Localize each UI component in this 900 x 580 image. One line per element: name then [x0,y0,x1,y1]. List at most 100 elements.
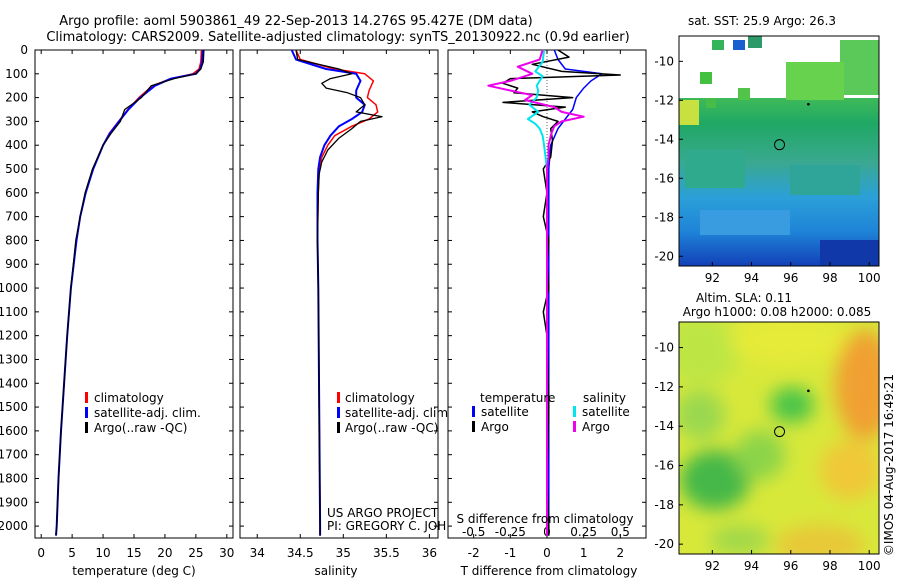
map-y-tick-label: -14 [654,419,674,433]
sla-blob-10 [710,525,770,554]
depth-tick-label: 500 [5,162,28,176]
salinity-xlabel: salinity [314,564,357,578]
profile-line-s-argo [487,49,585,536]
x-tick-label: -2 [468,546,480,560]
depth-tick-label: 100 [5,67,28,81]
legend-swatch-satellite [337,407,340,418]
legend-swatch-s-argo [573,421,576,432]
depth-tick-label: 1700 [0,448,28,462]
sla-map-frame [678,321,880,555]
salinity-axes-frame [239,49,439,539]
figure-title-line2: Climatology: CARS2009. Satellite-adjuste… [46,30,629,45]
s-difference-xlabel: S difference from climatology [457,512,634,526]
project-credit: US ARGO PROJECT [327,506,439,520]
legend-label-satellite: satellite-adj. clim. [94,406,201,420]
depth-tick-label: 400 [5,138,28,152]
salinity-profiles [290,49,383,536]
sst-map-title: sat. SST: 25.9 Argo: 26.3 [688,14,836,28]
map-y-tick-label: -14 [654,132,674,146]
depth-tick-label: 700 [5,210,28,224]
sst-cloud-gap-6 [706,98,716,108]
x-tick-label: 15 [126,546,141,560]
figure-title-line1: Argo profile: aoml 5903861_49 22-Sep-201… [59,14,532,29]
depth-tick-label: 1900 [0,495,28,509]
x-tick-label: 1 [580,546,588,560]
sst-cloud-gap-1 [712,40,724,50]
legend-swatch-climatology [85,392,88,403]
map-x-tick-label: 92 [705,559,720,573]
legend-label-t-satellite: satellite [481,405,529,419]
legend-swatch-s-satellite [573,406,576,417]
sst-field [679,36,879,266]
x-tick-label: 35 [336,546,351,560]
depth-tick-label: 1400 [0,376,28,390]
s-tick-label: 0.5 [611,525,630,539]
sst-yellow-patch [679,100,699,125]
legend-label-s-satellite: satellite [582,405,630,419]
sla-blob-9 [775,525,865,554]
temperature-profiles [55,49,205,536]
sst-map-frame [678,35,880,267]
sla-blob-7 [735,430,785,480]
s-tick-label: 0.25 [570,525,597,539]
depth-tick-label: 1500 [0,400,28,414]
map-x-tick-label: 96 [783,559,798,573]
depth-tick-label: 0 [20,43,28,57]
legend-header-salinity: salinity [583,391,626,405]
legend-swatch-climatology [337,392,340,403]
map-y-tick-label: -12 [654,380,674,394]
pi-credit: PI: GREGORY C. JOHNSON [327,519,481,533]
depth-tick-label: 900 [5,257,28,271]
t-difference-tick-labels: -2 -1 0 1 2 [448,49,646,560]
difference-panel: -2 -1 0 1 2 -0.5 -0.25 0 0.25 0.5 S difference f… [447,49,647,578]
map-y-tick-label: -18 [654,210,674,224]
sst-cloud-gap-2 [733,40,745,50]
x-tick-label: -1 [504,546,516,560]
sst-warm-patch [786,62,844,100]
sst-blue-patch [700,210,790,235]
sst-cool-patch-2 [790,165,860,195]
map-y-tick-label: -10 [654,54,674,68]
temperature-axes-frame [34,49,234,539]
x-tick-label: 25 [188,546,203,560]
legend-swatch-argo [337,422,340,433]
depth-tick-label: 1300 [0,352,28,366]
salinity-legend: climatology satellite-adj. clim. Argo(..… [337,391,452,435]
legend-header-temperature: temperature [480,391,555,405]
x-tick-label: 34 [250,546,265,560]
sst-warm-band [840,40,879,95]
temperature-legend: climatology satellite-adj. clim. Argo(..… [85,391,201,435]
salinity-tick-labels: 34 34.5 35 35.5 36 [240,49,438,560]
sla-field [679,322,879,554]
depth-tick-label: 1600 [0,424,28,438]
map-x-tick-label: 100 [858,559,881,573]
legend-label-argo: Argo(..raw -QC) [345,421,438,435]
sla-field-blobs [679,322,879,554]
map-x-tick-label: 96 [783,271,798,285]
map-y-tick-label: -16 [654,459,674,473]
sst-field-patches [679,36,879,266]
sla-blob-1 [679,322,740,385]
depth-tick-label: 1000 [0,281,28,295]
profile-line-argo-raw-qc- [55,49,205,536]
x-tick-label: 36 [422,546,437,560]
imos-credit: ©IMOS 04-Aug-2017 16:49:21 [882,374,896,556]
sst-cool-patch [685,150,745,188]
depth-tick-label: 300 [5,114,28,128]
x-tick-label: 10 [95,546,110,560]
salinity-panel: 34 34.5 35 35.5 36 salinity climatology sate… [239,49,481,578]
sla-map-title-line1: Altim. SLA: 0.11 [696,291,792,305]
depth-tick-label: 1100 [0,305,28,319]
sla-blob-6 [680,450,750,510]
x-tick-label: 2 [617,546,625,560]
map-y-tick-label: -12 [654,93,674,107]
temperature-tick-labels: 0 5 10 15 20 25 30 [37,50,234,560]
legend-label-climatology: climatology [345,391,415,405]
depth-tick-label: 800 [5,233,28,247]
previous-position-marker [807,389,810,393]
argo-position-marker [774,426,786,438]
sst-cloud-gap-3 [748,36,762,48]
sst-deep-blue-patch [820,240,879,266]
depth-tick-label: 2000 [0,519,28,533]
